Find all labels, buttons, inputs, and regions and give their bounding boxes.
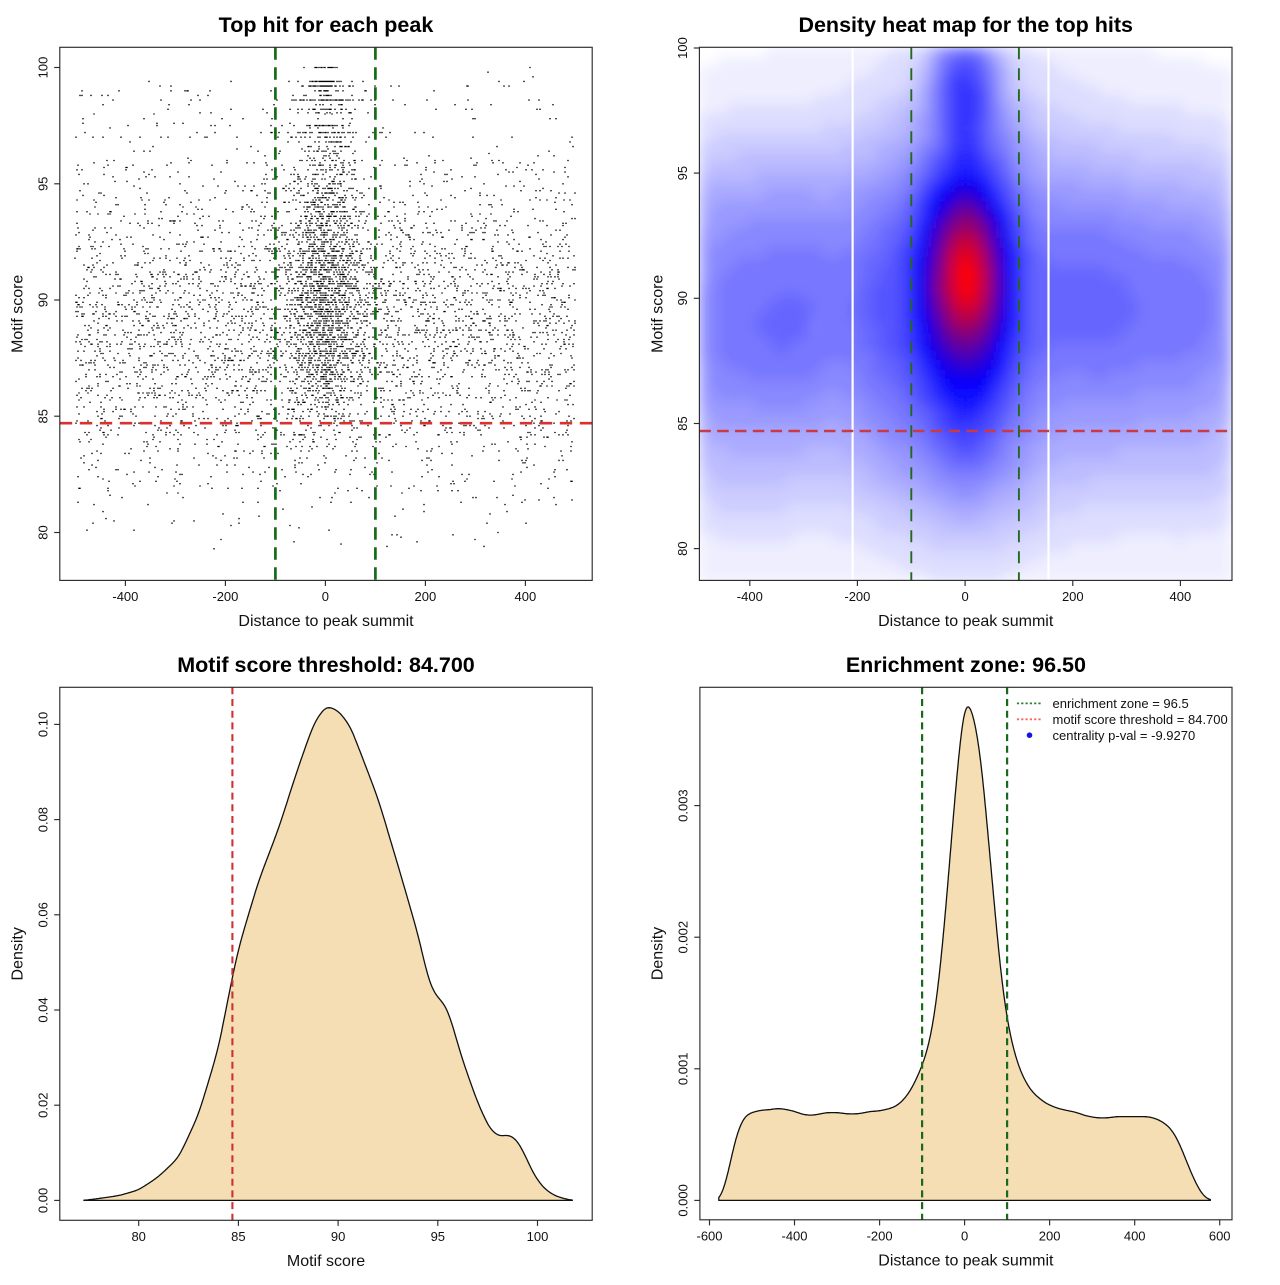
svg-text:0.02: 0.02 xyxy=(35,1093,50,1118)
svg-text:0.001: 0.001 xyxy=(676,1053,691,1086)
svg-text:0.10: 0.10 xyxy=(35,712,50,737)
svg-text:90: 90 xyxy=(331,1229,345,1244)
svg-text:Distance to peak summit: Distance to peak summit xyxy=(878,1253,1054,1270)
svg-text:0: 0 xyxy=(961,1229,968,1244)
svg-text:0.04: 0.04 xyxy=(35,997,50,1022)
svg-text:-600: -600 xyxy=(696,1229,722,1244)
svg-text:-200: -200 xyxy=(867,1229,893,1244)
svg-text:95: 95 xyxy=(431,1229,445,1244)
svg-text:-200: -200 xyxy=(212,589,238,604)
svg-text:0.003: 0.003 xyxy=(676,789,691,822)
svg-text:200: 200 xyxy=(415,589,437,604)
svg-text:Motif score threshold: 84.700: Motif score threshold: 84.700 xyxy=(177,653,475,677)
svg-text:-400: -400 xyxy=(112,589,138,604)
svg-text:0.08: 0.08 xyxy=(35,807,50,832)
svg-text:80: 80 xyxy=(35,525,50,539)
svg-text:0.06: 0.06 xyxy=(35,902,50,927)
svg-text:centrality p-val = -9.9270: centrality p-val = -9.9270 xyxy=(1053,728,1196,743)
svg-text:100: 100 xyxy=(527,1229,549,1244)
svg-text:Motif score: Motif score xyxy=(287,1253,365,1270)
svg-text:80: 80 xyxy=(131,1229,145,1244)
svg-text:0: 0 xyxy=(961,589,968,604)
svg-text:100: 100 xyxy=(35,57,50,79)
svg-text:400: 400 xyxy=(1170,589,1192,604)
svg-text:400: 400 xyxy=(515,589,537,604)
svg-text:95: 95 xyxy=(35,177,50,191)
svg-text:95: 95 xyxy=(675,166,690,180)
svg-text:-200: -200 xyxy=(844,589,870,604)
svg-text:0.000: 0.000 xyxy=(676,1184,691,1217)
svg-text:enrichment zone = 96.5: enrichment zone = 96.5 xyxy=(1053,696,1189,711)
svg-text:0.00: 0.00 xyxy=(35,1188,50,1213)
svg-text:Density heat map for the top h: Density heat map for the top hits xyxy=(798,13,1133,37)
svg-text:90: 90 xyxy=(675,291,690,305)
svg-text:-400: -400 xyxy=(737,589,763,604)
svg-text:Top hit for each peak: Top hit for each peak xyxy=(219,13,434,37)
svg-text:85: 85 xyxy=(35,409,50,423)
svg-text:-400: -400 xyxy=(781,1229,807,1244)
svg-text:Density: Density xyxy=(650,927,667,980)
svg-text:85: 85 xyxy=(231,1229,245,1244)
svg-text:Motif score: Motif score xyxy=(650,275,667,353)
svg-text:80: 80 xyxy=(675,541,690,555)
svg-text:200: 200 xyxy=(1062,589,1084,604)
svg-text:400: 400 xyxy=(1124,1229,1146,1244)
svg-text:Enrichment zone: 96.50: Enrichment zone: 96.50 xyxy=(846,653,1086,677)
svg-text:Motif score: Motif score xyxy=(10,275,27,353)
svg-text:90: 90 xyxy=(35,293,50,307)
svg-text:85: 85 xyxy=(675,416,690,430)
svg-text:0.002: 0.002 xyxy=(676,921,691,954)
svg-text:Density: Density xyxy=(10,927,27,980)
svg-text:200: 200 xyxy=(1039,1229,1061,1244)
svg-text:100: 100 xyxy=(675,37,690,59)
svg-text:motif score threshold = 84.700: motif score threshold = 84.700 xyxy=(1053,712,1228,727)
svg-text:Distance to peak summit: Distance to peak summit xyxy=(238,613,414,630)
svg-text:0: 0 xyxy=(322,589,329,604)
svg-text:Distance to peak summit: Distance to peak summit xyxy=(878,613,1054,630)
svg-text:600: 600 xyxy=(1209,1229,1231,1244)
